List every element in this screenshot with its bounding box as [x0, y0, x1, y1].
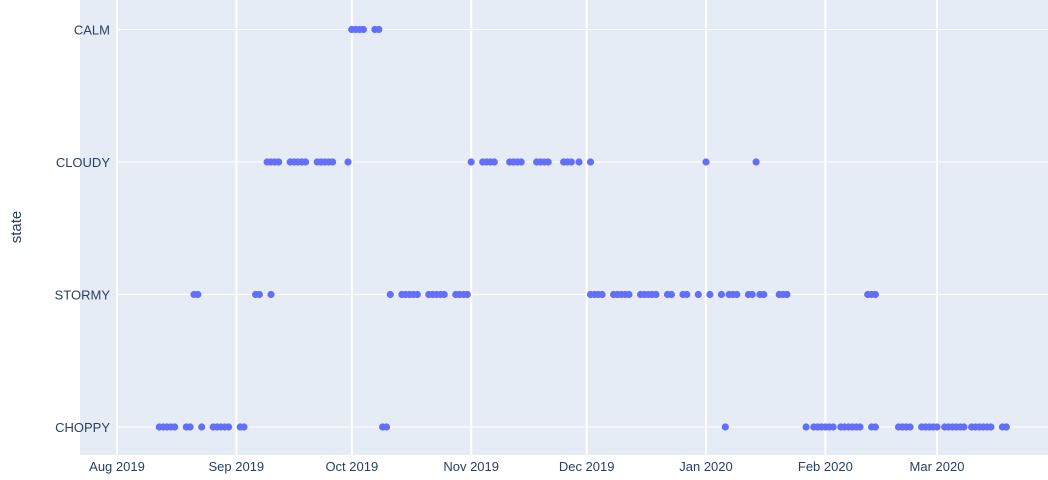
data-point	[544, 158, 552, 166]
data-point	[667, 290, 676, 299]
data-point	[255, 290, 263, 299]
x-tick-label: Mar 2020	[910, 459, 965, 474]
data-point	[856, 423, 864, 431]
data-point	[267, 290, 275, 299]
x-tick-label: Feb 2020	[798, 459, 853, 474]
data-point	[275, 158, 283, 166]
data-point	[467, 158, 475, 166]
data-point	[302, 158, 310, 166]
x-tick-labels: Aug 2019 Sep 2019 Oct 2019 Nov 2019 Dec 2019…	[89, 459, 964, 474]
data-point	[382, 423, 391, 431]
y-tick-label: CLOUDY	[56, 155, 111, 170]
data-point	[375, 25, 383, 34]
data-point	[748, 290, 756, 299]
data-point	[987, 423, 995, 431]
data-point	[702, 158, 710, 166]
data-point	[717, 290, 726, 299]
x-tick-label: Dec 2019	[559, 459, 615, 474]
data-point	[706, 290, 714, 299]
data-point	[463, 290, 471, 299]
data-point	[783, 290, 791, 299]
x-tick-label: Aug 2019	[89, 459, 145, 474]
data-point	[194, 290, 202, 299]
data-point	[386, 290, 394, 299]
data-points	[155, 25, 1010, 431]
x-tick-label: Oct 2019	[325, 459, 378, 474]
data-point	[586, 158, 595, 166]
data-point	[359, 25, 367, 34]
data-point	[344, 158, 352, 166]
plot-background	[80, 0, 1048, 455]
data-point	[683, 290, 691, 299]
data-point	[802, 423, 810, 431]
data-point	[198, 423, 206, 431]
data-point	[652, 290, 660, 299]
data-point	[625, 290, 633, 299]
x-tick-label: Sep 2019	[209, 459, 265, 474]
y-tick-label: CALM	[74, 23, 110, 38]
data-point	[871, 290, 880, 299]
x-tick-label: Jan 2020	[679, 459, 733, 474]
data-point	[440, 290, 448, 299]
y-tick-label: CHOPPY	[55, 420, 110, 435]
y-tick-label: STORMY	[55, 288, 111, 303]
data-point	[906, 423, 914, 431]
data-point	[829, 423, 837, 431]
data-point	[171, 423, 179, 431]
data-point	[240, 423, 248, 431]
data-point	[871, 423, 880, 431]
data-point	[733, 290, 741, 299]
y-axis-title: state	[8, 211, 25, 244]
data-point	[1002, 423, 1010, 431]
data-point	[225, 423, 233, 431]
x-tick-label: Nov 2019	[443, 459, 499, 474]
data-point	[760, 290, 768, 299]
data-point	[721, 423, 729, 431]
data-point	[960, 423, 968, 431]
data-point	[186, 423, 194, 431]
data-point	[329, 158, 337, 166]
data-point	[694, 290, 702, 299]
data-point	[575, 158, 583, 166]
data-point	[567, 158, 575, 166]
y-tick-labels: CHOPPY STORMY CLOUDY CALM	[55, 23, 111, 436]
data-point	[413, 290, 421, 299]
data-point	[490, 158, 498, 166]
data-point	[598, 290, 606, 299]
data-point	[933, 423, 941, 431]
data-point	[752, 158, 760, 166]
data-point	[517, 158, 525, 166]
